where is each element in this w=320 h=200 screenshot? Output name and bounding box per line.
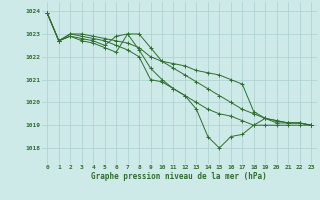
X-axis label: Graphe pression niveau de la mer (hPa): Graphe pression niveau de la mer (hPa)	[91, 172, 267, 181]
